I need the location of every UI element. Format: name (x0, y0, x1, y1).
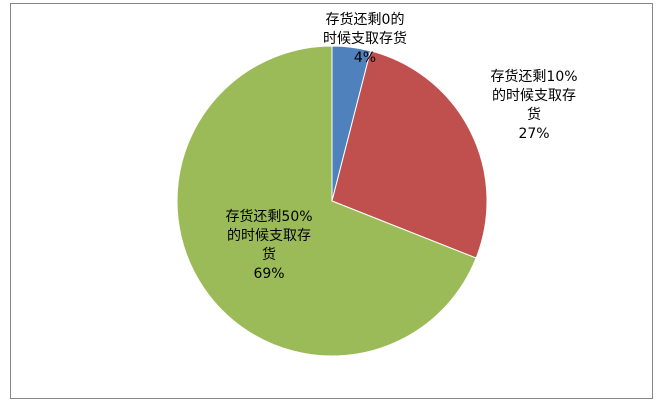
pie-slice-2 (331, 50, 488, 259)
slice-category-label: 存货还剩0的 (326, 11, 405, 28)
slice-category-label: 货 (527, 106, 541, 123)
slice-category-label: 存货还剩10% (490, 68, 577, 85)
slice-category-label: 时候支取存货 (323, 30, 407, 47)
slice-category-label: 的时候支取存 (227, 228, 311, 244)
pie-slices (176, 45, 488, 357)
slice-category-label: 的时候支取存 (492, 88, 576, 104)
slice-category-label: 存货还剩50% (225, 208, 312, 225)
slice-percent-label: 4% (354, 50, 376, 66)
slice-category-label: 货 (262, 246, 276, 263)
pie-slice-3 (176, 45, 477, 357)
pie-labels: 存货还剩0的时候支取存货4%存货还剩10%的时候支取存货27%存货还剩50%的时… (225, 11, 577, 282)
slice-percent-label: 69% (253, 266, 284, 282)
slice-percent-label: 27% (518, 126, 549, 142)
